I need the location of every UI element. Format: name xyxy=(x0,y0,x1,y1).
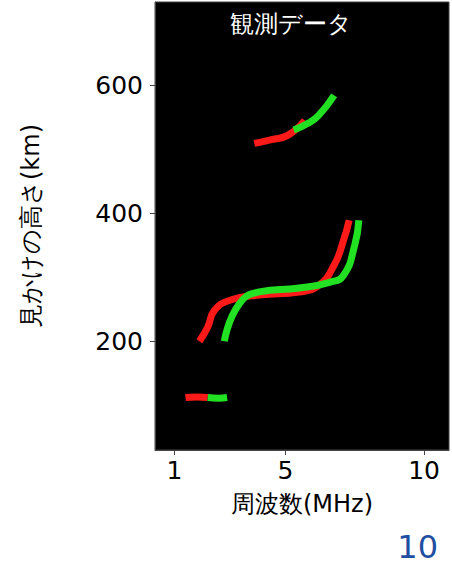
svg-text:見かけの高さ(km): 見かけの高さ(km) xyxy=(17,124,45,328)
svg-text:10: 10 xyxy=(408,456,440,485)
svg-text:観測データ: 観測データ xyxy=(230,10,352,38)
svg-text:周波数(MHz): 周波数(MHz) xyxy=(231,490,373,518)
svg-text:600: 600 xyxy=(95,71,143,100)
svg-text:10: 10 xyxy=(397,528,438,566)
svg-text:200: 200 xyxy=(95,327,143,356)
svg-text:1: 1 xyxy=(166,456,182,485)
svg-text:5: 5 xyxy=(277,456,293,485)
svg-text:400: 400 xyxy=(95,199,143,228)
